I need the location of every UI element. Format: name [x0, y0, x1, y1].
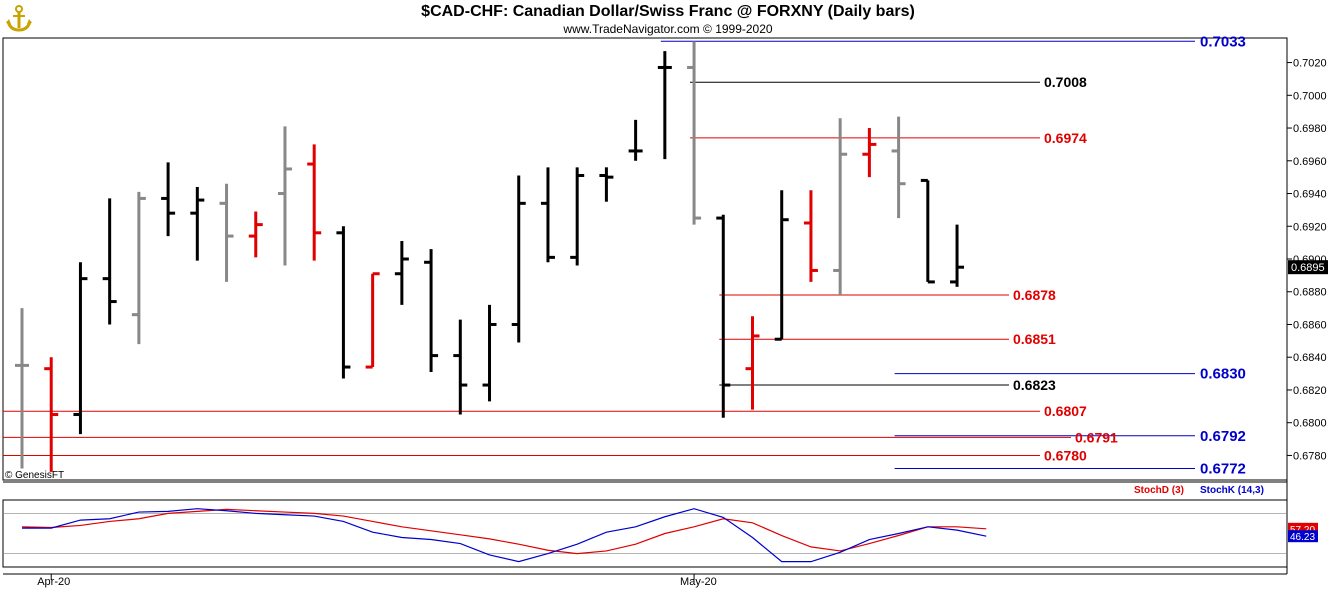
- y-tick-label: 0.6980: [1293, 123, 1327, 135]
- ohlc-bar: [833, 118, 848, 296]
- last-price-box: [1288, 260, 1328, 275]
- level-label: 0.6792: [1200, 428, 1246, 445]
- ohlc-bar: [716, 214, 731, 418]
- y-tick-label: 0.7000: [1293, 90, 1327, 102]
- ohlc-bar: [424, 249, 439, 372]
- ohlc-bar: [307, 144, 322, 261]
- price-panel-frame: [2, 37, 1288, 481]
- chart-title: $CAD-CHF: Canadian Dollar/Swiss Franc @ …: [421, 3, 915, 20]
- stoch-value-label: 46.23: [1290, 532, 1315, 543]
- y-tick-label: 0.6820: [1293, 385, 1327, 397]
- ohlc-bar: [190, 186, 205, 261]
- stoch-line: [22, 508, 987, 563]
- y-tick-label: 0.6920: [1293, 221, 1327, 233]
- stoch-panel-frame: [2, 499, 1288, 568]
- level-label: 0.7008: [1044, 74, 1087, 90]
- level-label: 0.6851: [1013, 331, 1056, 347]
- ohlc-bar: [277, 126, 292, 266]
- legend-stochd: StochD (3): [1134, 485, 1184, 496]
- level-label: 0.6823: [1013, 377, 1056, 393]
- level-label: 0.6878: [1013, 287, 1056, 303]
- ohlc-bar: [73, 262, 88, 435]
- ohlc-bar: [511, 175, 526, 343]
- ohlc-bar: [336, 226, 351, 379]
- ohlc-bar: [540, 167, 555, 263]
- ohlc-bar: [453, 319, 468, 415]
- copyright-label: © GenesisFT: [5, 470, 64, 481]
- ohlc-bar: [774, 190, 789, 341]
- ohlc-bar: [599, 167, 614, 202]
- y-tick-label: 0.6960: [1293, 156, 1327, 168]
- ohlc-bar: [862, 128, 877, 178]
- ohlc-bar: [657, 51, 672, 160]
- level-label: 0.6807: [1044, 403, 1087, 419]
- y-tick-label: 0.6840: [1293, 352, 1327, 364]
- level-label: 0.6974: [1044, 130, 1087, 146]
- ohlc-bar: [687, 41, 702, 225]
- ohlc-bar: [570, 167, 585, 266]
- ohlc-bar: [15, 308, 29, 469]
- last-price-label: 0.6895: [1291, 262, 1325, 274]
- ohlc-bar: [394, 240, 409, 305]
- level-label: 0.6791: [1075, 429, 1118, 445]
- level-label: 0.6772: [1200, 461, 1246, 478]
- chart-subtitle: www.TradeNavigator.com © 1999-2020: [563, 22, 773, 36]
- level-label: 0.6780: [1044, 447, 1087, 463]
- y-tick-label: 0.6860: [1293, 319, 1327, 331]
- ohlc-bar: [628, 119, 643, 161]
- stoch-line: [21, 508, 987, 555]
- ohlc-bar: [131, 191, 146, 345]
- y-tick-label: 0.6780: [1293, 450, 1327, 462]
- level-label: 0.7033: [1200, 33, 1246, 50]
- y-tick-label: 0.7020: [1293, 58, 1327, 70]
- stoch-value-box: [1288, 530, 1318, 543]
- ohlc-bar: [482, 304, 497, 402]
- level-label: 0.6830: [1200, 366, 1246, 383]
- legend-stochk: StochK (14,3): [1200, 485, 1264, 496]
- y-tick-label: 0.6940: [1293, 189, 1327, 201]
- anchor-gold-icon: [6, 5, 32, 32]
- ohlc-bar: [161, 162, 176, 237]
- ohlc-bar: [803, 190, 818, 282]
- ohlc-bar: [920, 178, 935, 284]
- ohlc-bar: [248, 211, 263, 258]
- y-tick-label: 0.6800: [1293, 418, 1327, 430]
- ohlc-bar: [950, 224, 965, 287]
- ohlc-bar: [102, 198, 117, 325]
- y-tick-label: 0.6880: [1293, 287, 1327, 299]
- ohlc-bar: [44, 357, 59, 472]
- ohlc-bar: [745, 316, 760, 410]
- ohlc-bar: [219, 183, 234, 282]
- x-tick-label: May-20: [680, 576, 717, 588]
- x-tick-label: Apr-20: [37, 576, 70, 588]
- ohlc-bar: [891, 116, 906, 219]
- ohlc-bar: [365, 272, 380, 369]
